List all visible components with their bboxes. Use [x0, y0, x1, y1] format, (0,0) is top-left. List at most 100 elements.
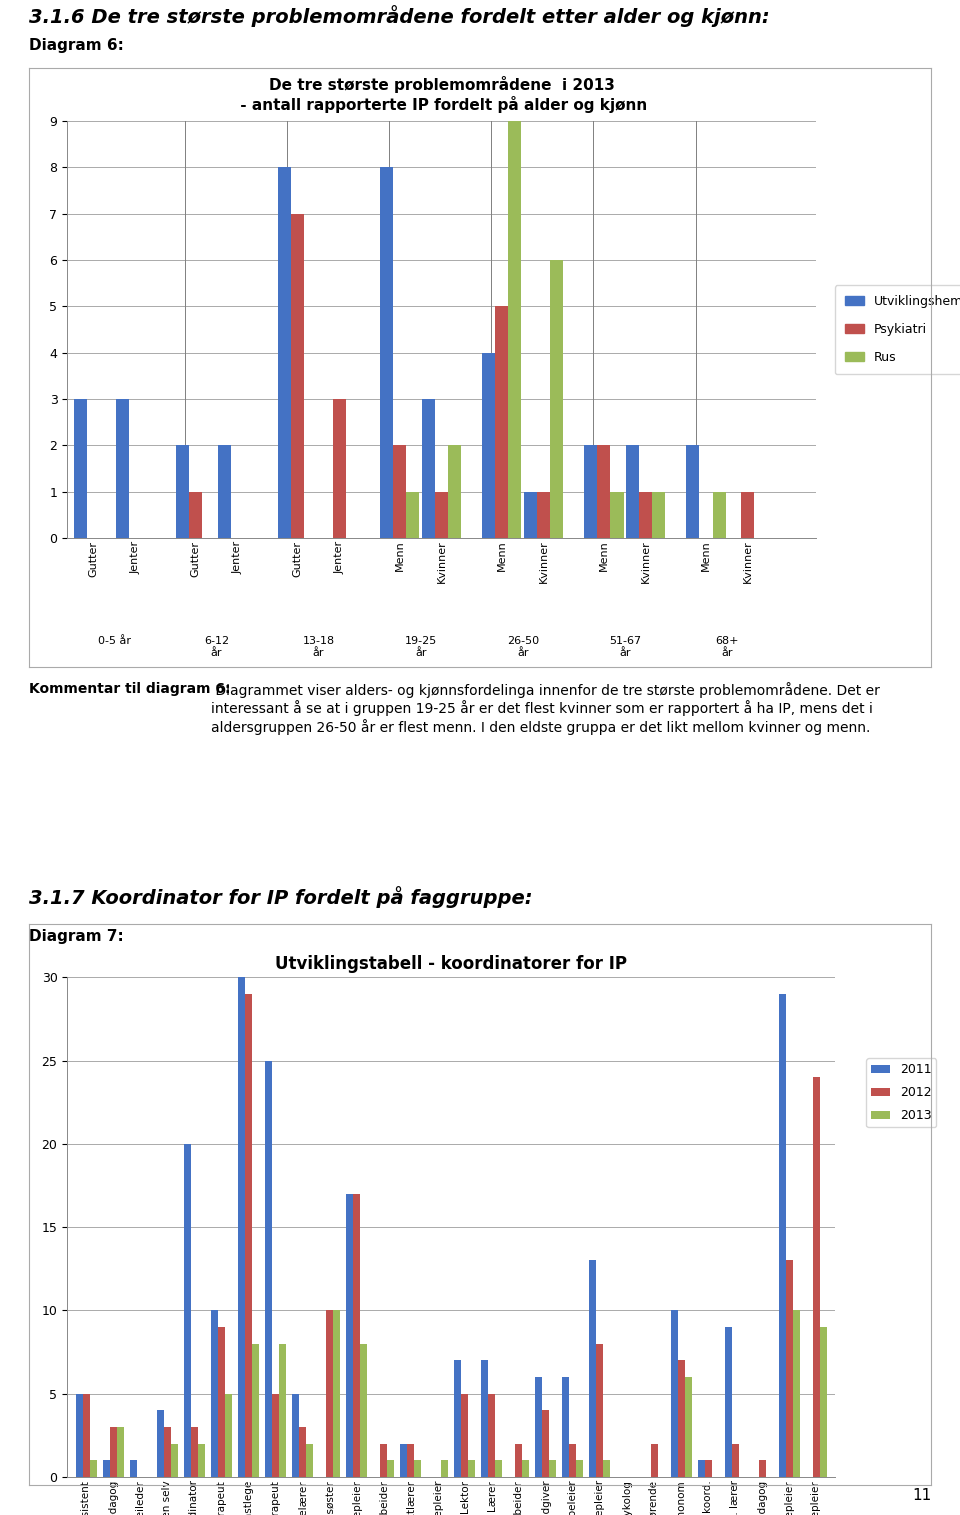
Bar [626, 445, 639, 538]
Bar [333, 1310, 340, 1477]
Title: Utviklingstabell - koordinatorer for IP: Utviklingstabell - koordinatorer for IP [276, 954, 627, 973]
Bar [278, 168, 291, 538]
Bar [461, 1394, 468, 1477]
Bar [117, 1427, 124, 1477]
Bar [292, 1394, 299, 1477]
Bar [176, 445, 189, 538]
Text: Diagrammet viser alders- og kjønnsfordelinga innenfor de tre største problemområ: Diagrammet viser alders- og kjønnsfordel… [211, 682, 880, 735]
Bar [454, 1360, 461, 1477]
Bar [115, 398, 129, 538]
Bar [333, 398, 346, 538]
Bar [265, 1060, 272, 1477]
Bar [597, 445, 611, 538]
Bar [353, 1194, 360, 1477]
Bar [686, 445, 700, 538]
Bar [394, 445, 406, 538]
Bar [482, 353, 495, 538]
Bar [291, 214, 304, 538]
Bar [109, 1427, 117, 1477]
Bar [400, 1444, 407, 1477]
Bar [604, 1460, 611, 1477]
Bar [211, 1310, 218, 1477]
Bar [651, 1444, 658, 1477]
Bar [407, 1444, 414, 1477]
Bar [639, 491, 653, 538]
Bar [542, 1410, 549, 1477]
Bar [130, 1460, 136, 1477]
Bar [189, 491, 202, 538]
Text: 51-67
år: 51-67 år [609, 636, 641, 658]
Bar [563, 1377, 569, 1477]
Text: 3.1.6 De tre største problemområdene fordelt etter alder og kjønn:: 3.1.6 De tre største problemområdene for… [29, 5, 769, 27]
Bar [414, 1460, 421, 1477]
Bar [435, 491, 448, 538]
Bar [326, 1310, 333, 1477]
Title: De tre største problemområdene  i 2013
 - antall rapporterte IP fordelt på alder: De tre største problemområdene i 2013 - … [235, 76, 648, 114]
Bar [522, 1460, 529, 1477]
Bar [705, 1460, 711, 1477]
Bar [74, 398, 86, 538]
Bar [238, 977, 245, 1477]
Bar [225, 1394, 232, 1477]
Text: 68+
år: 68+ år [715, 636, 739, 658]
Bar [653, 491, 665, 538]
Bar [549, 1460, 557, 1477]
Bar [596, 1344, 604, 1477]
Bar [611, 491, 624, 538]
Bar [191, 1427, 198, 1477]
Bar [279, 1344, 286, 1477]
Bar [779, 994, 785, 1477]
Bar [272, 1394, 279, 1477]
Bar [156, 1410, 164, 1477]
Bar [380, 1444, 387, 1477]
Bar [406, 491, 420, 538]
Bar [820, 1327, 827, 1477]
Text: Diagram 7:: Diagram 7: [29, 929, 124, 944]
Bar [468, 1460, 475, 1477]
Bar [218, 445, 230, 538]
Bar [171, 1444, 178, 1477]
Text: 13-18
år: 13-18 år [302, 636, 335, 658]
Bar [360, 1344, 367, 1477]
Bar [252, 1344, 259, 1477]
Bar [442, 1460, 448, 1477]
Bar [758, 1460, 766, 1477]
Text: 26-50
år: 26-50 år [507, 636, 539, 658]
Text: 0-5 år: 0-5 år [98, 636, 131, 647]
Bar [793, 1310, 800, 1477]
Bar [813, 1077, 820, 1477]
Bar [183, 1144, 191, 1477]
Bar [198, 1444, 204, 1477]
Bar [684, 1377, 691, 1477]
Bar [422, 398, 435, 538]
Text: 11: 11 [912, 1488, 931, 1503]
Bar [448, 445, 461, 538]
Bar [589, 1260, 596, 1477]
Bar [489, 1394, 495, 1477]
Text: Kommentar til diagram 6:: Kommentar til diagram 6: [29, 682, 230, 695]
Bar [785, 1260, 793, 1477]
Bar [670, 1310, 678, 1477]
Bar [678, 1360, 684, 1477]
Bar [732, 1444, 738, 1477]
Bar [218, 1327, 225, 1477]
Text: 3.1.7 Koordinator for IP fordelt på faggruppe:: 3.1.7 Koordinator for IP fordelt på fagg… [29, 886, 532, 909]
Bar [495, 306, 509, 538]
Bar [164, 1427, 171, 1477]
Bar [83, 1394, 89, 1477]
Bar [346, 1194, 353, 1477]
Bar [306, 1444, 313, 1477]
Bar [741, 491, 755, 538]
Bar [569, 1444, 576, 1477]
Bar [550, 261, 564, 538]
Bar [245, 994, 252, 1477]
Bar [495, 1460, 502, 1477]
Bar [481, 1360, 489, 1477]
Bar [536, 1377, 542, 1477]
Bar [299, 1427, 306, 1477]
Bar [509, 121, 521, 538]
Bar [712, 491, 726, 538]
Bar [103, 1460, 109, 1477]
Text: 19-25
år: 19-25 år [404, 636, 437, 658]
Legend: 2011, 2012, 2013: 2011, 2012, 2013 [866, 1059, 936, 1127]
